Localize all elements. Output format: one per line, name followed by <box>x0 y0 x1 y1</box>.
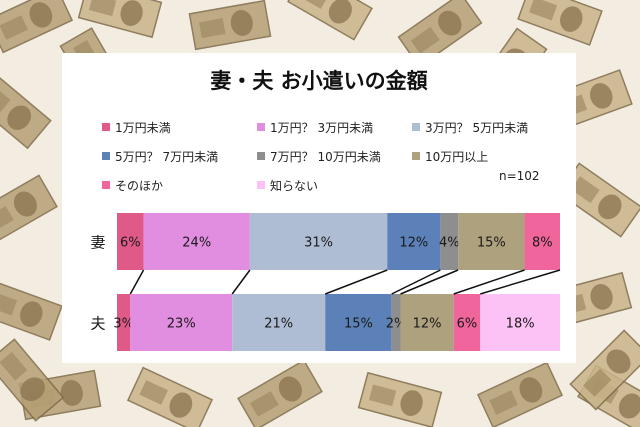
data-label: 12% <box>413 317 442 332</box>
series-line <box>391 269 441 295</box>
data-label: 6% <box>120 236 141 251</box>
banknote-shape <box>188 0 272 51</box>
legend-item: 3万円？ 5万円未満 <box>412 119 528 135</box>
banknote-shape <box>0 70 52 150</box>
data-label: 31% <box>304 236 333 251</box>
series-line <box>324 269 388 295</box>
data-label: 4% <box>439 236 460 251</box>
legend-item: 5万円？ 7万円未満 <box>102 148 218 164</box>
bar-segment <box>387 213 441 270</box>
data-label: 8% <box>532 236 553 251</box>
legend-swatch <box>102 181 110 189</box>
bar-segment <box>440 213 459 270</box>
legend-swatch <box>102 152 110 160</box>
legend-label: 5万円？ 7万円未満 <box>115 150 219 164</box>
series-line <box>453 269 525 295</box>
data-label: 15% <box>477 236 506 251</box>
banknote-shape <box>0 174 58 246</box>
legend-swatch <box>257 152 265 160</box>
legend-item: 知らない <box>257 177 318 193</box>
legend-swatch <box>412 152 420 160</box>
legend-item: 10万円以上 <box>412 148 488 164</box>
legend-item: 1万円？ 3万円未満 <box>257 119 373 135</box>
banknote-shape <box>397 0 483 68</box>
data-label: 3% <box>113 317 134 332</box>
bar-segment <box>391 294 401 351</box>
legend-label: 1万円？ 3万円未満 <box>270 121 374 135</box>
bar-segment <box>400 294 454 351</box>
legend-item: そのほか <box>102 177 163 193</box>
chart-panel: 妻・夫 お小遣いの金額 1万円未満 1万円？ 3万円未満 3万円？ 5万円未満 5万円… <box>62 53 576 363</box>
data-label: 18% <box>506 317 535 332</box>
banknote-shape <box>0 279 63 341</box>
banknote-shape <box>476 361 564 427</box>
bar-segment <box>458 213 525 270</box>
banknote-shape <box>357 371 443 427</box>
bar-segment <box>117 294 131 351</box>
series-line <box>400 269 459 295</box>
bar-segment <box>143 213 250 270</box>
bar-segment <box>130 294 233 351</box>
bar-segment <box>524 213 560 270</box>
data-label: 12% <box>399 236 428 251</box>
banknote-shape <box>0 0 74 54</box>
legend-swatch <box>257 123 265 131</box>
chart-title: 妻・夫 お小遣いの金額 <box>210 69 428 93</box>
bar-segment <box>325 294 392 351</box>
banknote-shape <box>237 359 323 427</box>
legend-label: 7万円？ 10万円未満 <box>270 150 381 164</box>
series-line <box>129 269 145 295</box>
legend-swatch <box>412 123 420 131</box>
category-label: 夫 <box>90 315 105 333</box>
category-label: 妻 <box>90 234 105 252</box>
series-line <box>480 269 561 295</box>
legend-item: 1万円未満 <box>102 119 171 135</box>
banknote-shape <box>517 0 603 46</box>
stacked-bar-chart: 6% 24% 31% 12% 4% 15% 8%妻3% 23% 21% 15% 2% 12% 6% 18%… <box>90 213 561 351</box>
bar-segment <box>117 213 144 270</box>
legend-swatch <box>257 181 265 189</box>
banknote-shape <box>287 0 373 41</box>
data-label: 24% <box>182 236 211 251</box>
banknote-shape <box>77 0 163 39</box>
data-label: 6% <box>457 317 478 332</box>
legend-item: 7万円？ 10万円未満 <box>257 148 381 164</box>
series-line <box>231 269 251 295</box>
banknote-shape <box>126 366 214 427</box>
legend-label: 10万円以上 <box>425 150 489 164</box>
data-label: 15% <box>344 317 373 332</box>
banknote-shape <box>557 162 640 238</box>
legend-swatch <box>102 123 110 131</box>
bar-segment <box>453 294 481 351</box>
bar-segment <box>480 294 560 351</box>
data-label: 21% <box>264 317 293 332</box>
legend-label: 3万円？ 5万円未満 <box>425 121 529 135</box>
legend-label: 1万円未満 <box>115 121 171 135</box>
banknote-shape <box>569 329 640 411</box>
bar-segment <box>232 294 326 351</box>
data-label: 23% <box>167 317 196 332</box>
sample-size-note: n=102 <box>499 169 540 183</box>
banknote-shape <box>0 338 65 422</box>
legend-label: そのほか <box>115 179 164 193</box>
legend-label: 知らない <box>270 179 319 193</box>
bar-segment <box>249 213 388 270</box>
